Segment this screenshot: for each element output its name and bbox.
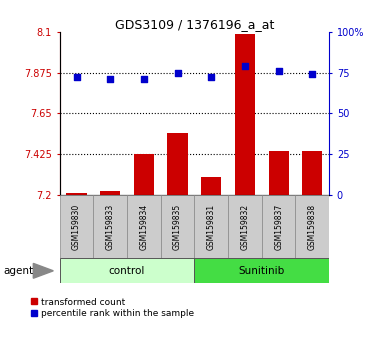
Text: Sunitinib: Sunitinib bbox=[239, 266, 285, 276]
Polygon shape bbox=[33, 263, 53, 278]
Text: GSM159833: GSM159833 bbox=[106, 204, 115, 250]
Point bbox=[74, 75, 80, 80]
Point bbox=[208, 75, 214, 80]
Bar bbox=[127, 195, 161, 258]
Point bbox=[276, 68, 282, 74]
Text: GSM159838: GSM159838 bbox=[308, 204, 317, 250]
Bar bbox=[201, 177, 221, 195]
Text: agent: agent bbox=[4, 266, 34, 276]
Bar bbox=[302, 151, 323, 195]
Point bbox=[141, 76, 147, 82]
Bar bbox=[100, 191, 120, 195]
Text: GSM159835: GSM159835 bbox=[173, 204, 182, 250]
Point bbox=[174, 70, 181, 75]
Bar bbox=[194, 195, 228, 258]
Text: GSM159832: GSM159832 bbox=[241, 204, 249, 250]
Text: control: control bbox=[109, 266, 145, 276]
Bar bbox=[134, 154, 154, 195]
Bar bbox=[60, 258, 194, 283]
Bar bbox=[161, 195, 194, 258]
Bar bbox=[66, 193, 87, 195]
Bar bbox=[262, 195, 296, 258]
Point bbox=[107, 76, 113, 82]
Bar bbox=[296, 195, 329, 258]
Text: GSM159837: GSM159837 bbox=[274, 204, 283, 250]
Legend: transformed count, percentile rank within the sample: transformed count, percentile rank withi… bbox=[31, 298, 194, 318]
Bar bbox=[93, 195, 127, 258]
Title: GDS3109 / 1376196_a_at: GDS3109 / 1376196_a_at bbox=[115, 18, 274, 31]
Point bbox=[309, 72, 315, 77]
Bar bbox=[60, 195, 93, 258]
Text: GSM159831: GSM159831 bbox=[207, 204, 216, 250]
Bar bbox=[194, 258, 329, 283]
Bar bbox=[167, 133, 188, 195]
Text: GSM159834: GSM159834 bbox=[139, 204, 148, 250]
Point bbox=[242, 63, 248, 69]
Bar bbox=[269, 151, 289, 195]
Bar bbox=[235, 34, 255, 195]
Text: GSM159830: GSM159830 bbox=[72, 204, 81, 250]
Bar bbox=[228, 195, 262, 258]
